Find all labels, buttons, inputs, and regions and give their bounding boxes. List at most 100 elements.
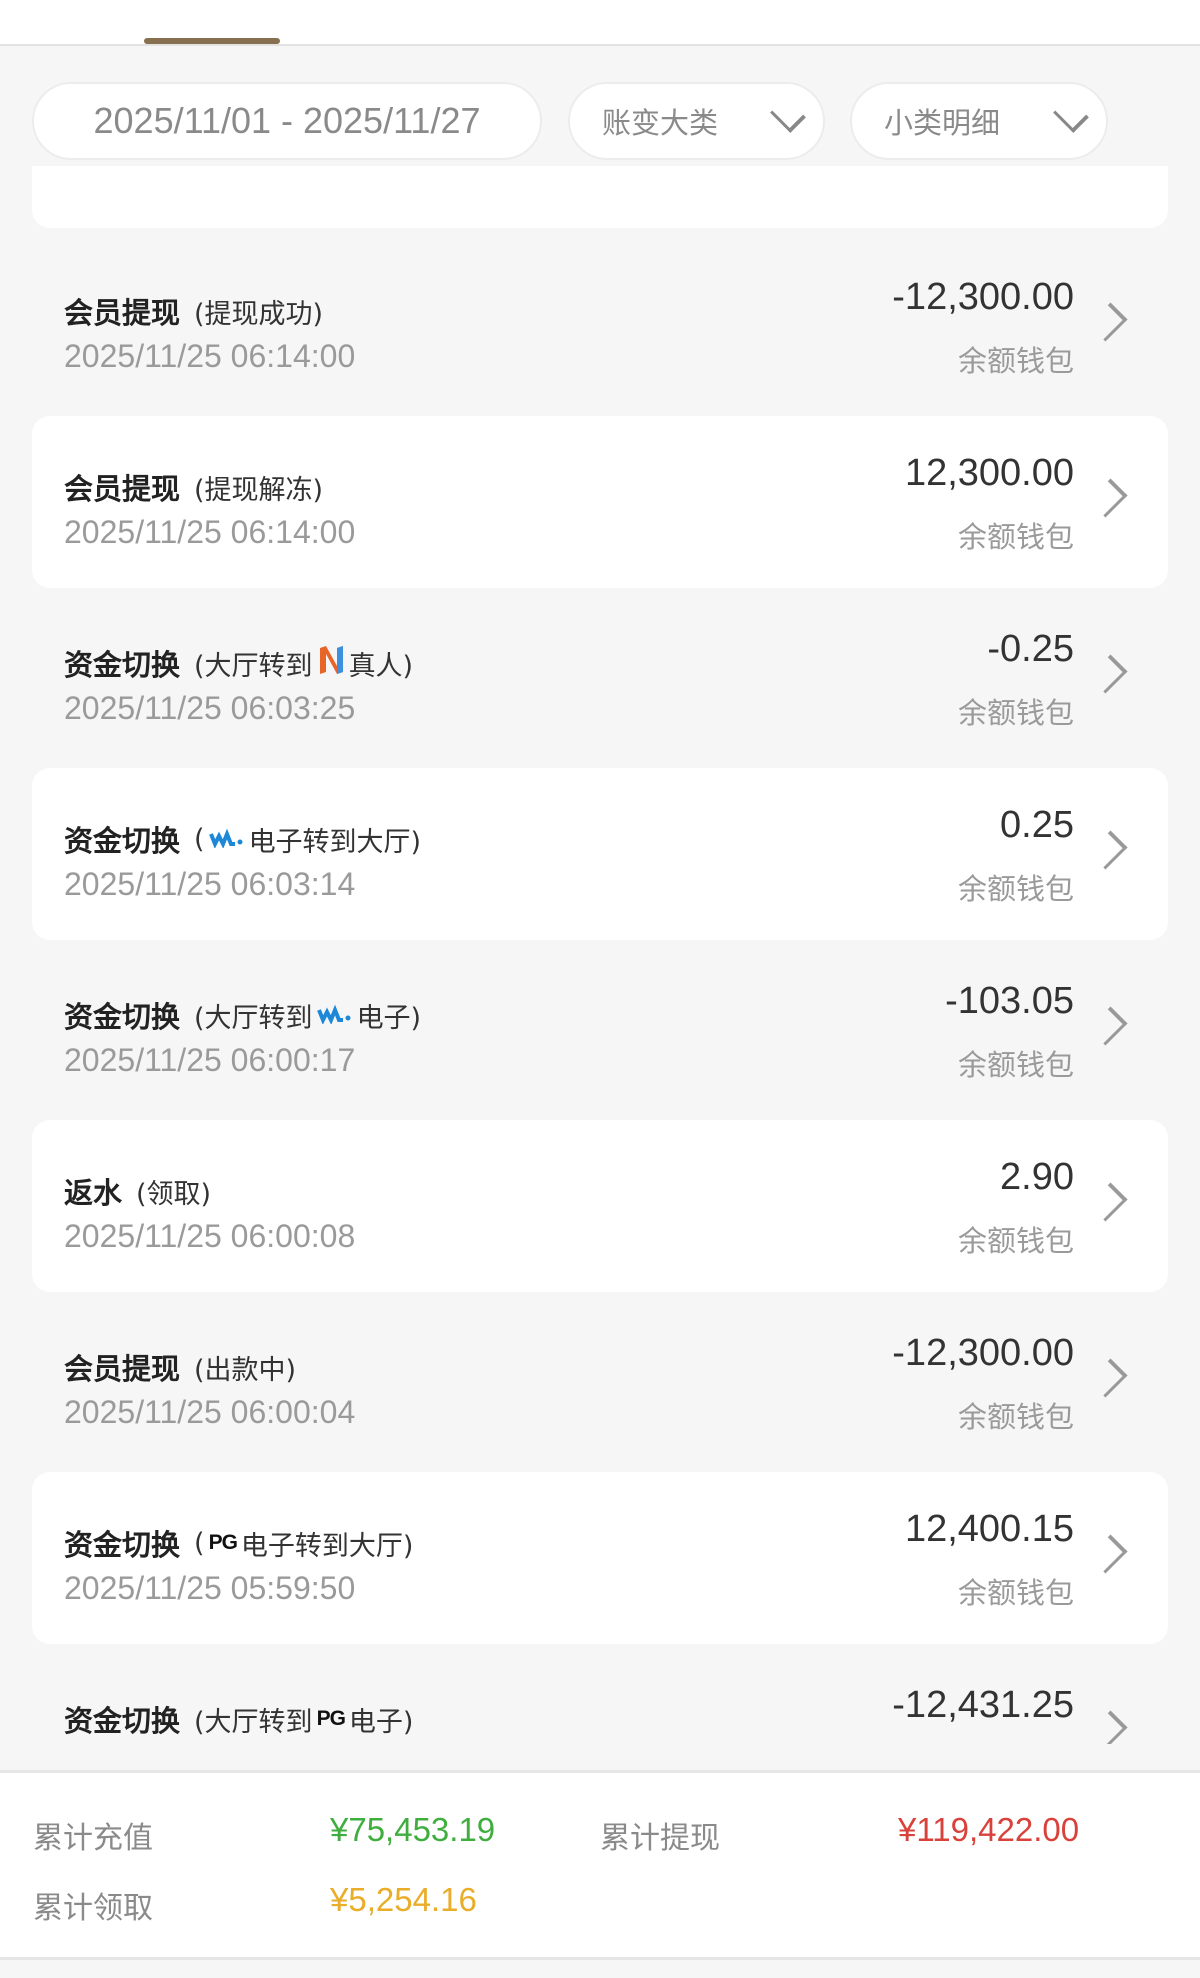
transaction-type: 会员提现 bbox=[64, 296, 181, 330]
chevron-right-icon[interactable] bbox=[1088, 1182, 1128, 1222]
transaction-detail: ( 电子转到大厅) bbox=[194, 820, 421, 859]
active-tab-indicator bbox=[144, 38, 280, 44]
wallet-label: 余额钱包 bbox=[957, 1576, 1074, 1610]
chevron-right-icon[interactable] bbox=[1088, 302, 1128, 342]
detail-suffix: 电子转到大厅) bbox=[240, 1530, 414, 1562]
list-item[interactable]: 资金切换 ( 电子转到大厅) 2025/11/25 06:03:14 0.25 余额钱包 bbox=[32, 768, 1168, 940]
transaction-type: 资金切换 bbox=[64, 1000, 181, 1034]
n-live-logo-icon bbox=[317, 644, 345, 683]
transaction-amount: 0.25 bbox=[1000, 804, 1074, 846]
chevron-right-icon[interactable] bbox=[1088, 1534, 1128, 1574]
transaction-list[interactable]: 会员提现 (提现成功) 2025/11/25 06:14:00 -12,300.00 余… bbox=[0, 166, 1200, 1744]
transaction-amount: -12,431.25 bbox=[892, 1684, 1074, 1726]
transaction-amount: -0.25 bbox=[987, 628, 1074, 670]
transaction-title: 资金切换 ( 电子转到大厅) bbox=[64, 818, 421, 860]
detail-prefix: (大厅转到 bbox=[194, 650, 313, 682]
date-range-text: 2025/11/01 - 2025/11/27 bbox=[93, 100, 481, 141]
top-tab-bar bbox=[0, 0, 1200, 46]
transaction-amount: 12,300.00 bbox=[904, 452, 1074, 494]
wallet-label: 余额钱包 bbox=[957, 344, 1074, 378]
transaction-date: 2025/11/25 06:00:04 bbox=[64, 1394, 356, 1430]
pg-logo-icon: PG bbox=[316, 1707, 346, 1730]
list-item[interactable]: 会员提现 (提现成功) 2025/11/25 06:14:00 -12,300.00 余… bbox=[32, 240, 1168, 412]
total-claimed-label: 累计领取 bbox=[33, 1891, 153, 1926]
transaction-detail: (领取) bbox=[136, 1178, 212, 1210]
chevron-right-icon[interactable] bbox=[1088, 1006, 1128, 1046]
transaction-detail: (提现成功) bbox=[194, 298, 324, 330]
total-claimed-value: ¥5,254.16 bbox=[330, 1881, 477, 1918]
transaction-detail: (大厅转到 电子) bbox=[194, 996, 421, 1035]
transaction-title: 返水 (领取) bbox=[64, 1170, 211, 1212]
transaction-detail: (PG 电子转到大厅) bbox=[194, 1524, 413, 1563]
date-range-picker[interactable]: 2025/11/01 - 2025/11/27 bbox=[32, 82, 542, 160]
transaction-title: 会员提现 (出款中) bbox=[64, 1346, 296, 1388]
transaction-amount: 12,400.15 bbox=[904, 1508, 1074, 1550]
transaction-amount: -103.05 bbox=[945, 980, 1074, 1022]
wallet-label: 余额钱包 bbox=[957, 520, 1074, 554]
transaction-type: 资金切换 bbox=[64, 648, 181, 682]
list-item[interactable]: 会员提现 (提现解冻) 2025/11/25 06:14:00 12,300.00 余额… bbox=[32, 416, 1168, 588]
subcategory-dropdown[interactable]: 小类明细 bbox=[850, 82, 1108, 160]
transaction-amount: -12,300.00 bbox=[892, 1332, 1074, 1374]
wallet-label: 余额钱包 bbox=[957, 872, 1074, 906]
detail-suffix: 电子) bbox=[348, 1706, 414, 1738]
transaction-date: 2025/11/25 06:00:17 bbox=[64, 1042, 356, 1078]
detail-prefix: (大厅转到 bbox=[194, 1706, 313, 1738]
category-dropdown[interactable]: 账变大类 bbox=[568, 82, 825, 160]
list-item[interactable]: 返水 (领取) 2025/11/25 06:00:08 2.90 余额钱包 bbox=[32, 1120, 1168, 1292]
chevron-down-icon bbox=[1053, 97, 1089, 133]
transaction-title: 资金切换 (PG 电子转到大厅) bbox=[64, 1522, 413, 1564]
total-withdraw-value: ¥119,422.00 bbox=[898, 1811, 1080, 1848]
list-item[interactable]: 资金切换 (大厅转到 电子) 2025/11/25 06:00:17 -103.05 余额… bbox=[32, 944, 1168, 1116]
wallet-label: 余额钱包 bbox=[957, 696, 1074, 730]
detail-suffix: 真人) bbox=[348, 650, 414, 682]
transaction-date: 2025/11/25 06:03:14 bbox=[64, 866, 356, 902]
total-withdraw-label: 累计提现 bbox=[600, 1821, 720, 1856]
wallet-label: 余额钱包 bbox=[957, 1048, 1074, 1082]
chevron-right-icon[interactable] bbox=[1088, 1358, 1128, 1398]
detail-suffix: 电子转到大厅) bbox=[248, 826, 422, 858]
detail-prefix: (大厅转到 bbox=[194, 1002, 313, 1034]
chevron-right-icon[interactable] bbox=[1088, 1710, 1128, 1744]
transaction-title: 资金切换 (大厅转到 PG 电子) bbox=[64, 1698, 413, 1740]
wm-logo-icon bbox=[316, 1000, 353, 1031]
transaction-title: 资金切换 (大厅转到 真人) bbox=[64, 642, 413, 684]
chevron-right-icon[interactable] bbox=[1088, 654, 1128, 694]
summary-footer: 累计充值 ¥75,453.19 累计提现 ¥119,422.00 累计领取 ¥5… bbox=[0, 1770, 1200, 1960]
list-item[interactable]: 资金切换 (PG 电子转到大厅) 2025/11/25 05:59:50 12,400.… bbox=[32, 1472, 1168, 1644]
wallet-label: 余额钱包 bbox=[957, 1400, 1074, 1434]
transaction-title: 会员提现 (提现成功) bbox=[64, 290, 323, 332]
transaction-detail: (提现解冻) bbox=[194, 474, 324, 506]
transaction-date: 2025/11/25 06:14:00 bbox=[64, 514, 356, 550]
transaction-type: 资金切换 bbox=[64, 824, 181, 858]
total-deposit-value: ¥75,453.19 bbox=[330, 1811, 496, 1848]
detail-suffix: 电子) bbox=[356, 1002, 422, 1034]
transaction-detail: (出款中) bbox=[194, 1354, 297, 1386]
wallet-label: 余额钱包 bbox=[957, 1224, 1074, 1258]
detail-prefix: ( bbox=[194, 823, 205, 855]
detail-prefix: ( bbox=[194, 1527, 205, 1559]
total-deposit-label: 累计充值 bbox=[33, 1821, 153, 1856]
wm-logo-icon bbox=[208, 824, 245, 855]
transaction-date: 2025/11/25 06:00:08 bbox=[64, 1218, 356, 1254]
pg-logo-icon: PG bbox=[208, 1531, 238, 1554]
transaction-type: 会员提现 bbox=[64, 472, 181, 506]
transaction-type: 资金切换 bbox=[64, 1704, 181, 1738]
chevron-right-icon[interactable] bbox=[1088, 478, 1128, 518]
list-item-partial[interactable] bbox=[32, 166, 1168, 228]
transaction-date: 2025/11/25 05:59:50 bbox=[64, 1570, 356, 1606]
transaction-title: 会员提现 (提现解冻) bbox=[64, 466, 323, 508]
transaction-type: 资金切换 bbox=[64, 1528, 181, 1562]
list-item[interactable]: 资金切换 (大厅转到 真人) 2025/11/25 06:03:25 -0.25 余额钱包 bbox=[32, 592, 1168, 764]
transaction-date: 2025/11/25 06:03:25 bbox=[64, 690, 356, 726]
chevron-right-icon[interactable] bbox=[1088, 830, 1128, 870]
transaction-detail: (大厅转到 真人) bbox=[194, 644, 413, 683]
transaction-title: 资金切换 (大厅转到 电子) bbox=[64, 994, 421, 1036]
list-item[interactable]: 会员提现 (出款中) 2025/11/25 06:00:04 -12,300.00 余额… bbox=[32, 1296, 1168, 1468]
subcategory-label: 小类明细 bbox=[884, 106, 1001, 140]
chevron-down-icon bbox=[770, 97, 806, 133]
transaction-type: 会员提现 bbox=[64, 1352, 181, 1386]
transaction-type: 返水 bbox=[64, 1176, 123, 1210]
transaction-amount: 2.90 bbox=[1000, 1156, 1074, 1198]
